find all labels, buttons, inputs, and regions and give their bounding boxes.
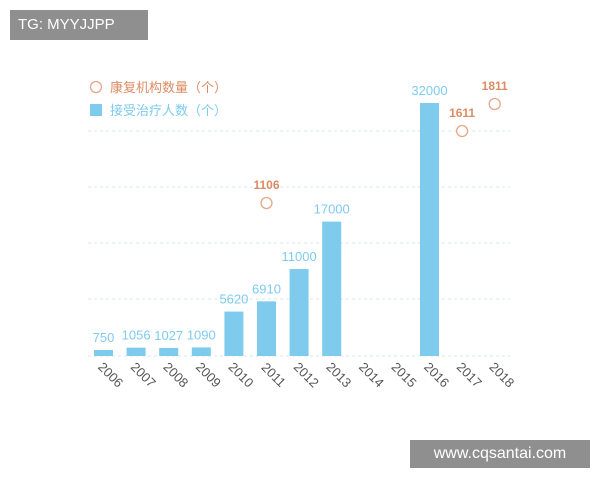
bar-series <box>94 103 439 356</box>
x-tick-2007: 2007 <box>128 359 159 390</box>
bar-labels: 750 1056 1027 1090 5620 6910 11000 17000 32000 <box>93 83 448 345</box>
x-tick-2012: 2012 <box>291 359 322 390</box>
bar-2007 <box>126 347 146 356</box>
x-tick-2010: 2010 <box>226 359 257 390</box>
x-tick-2013: 2013 <box>323 359 354 390</box>
x-axis-ticks: 2006 2007 2008 2009 2010 2011 2012 2013 2014 2015… <box>95 359 517 390</box>
watermark-bottom: www.cqsantai.com <box>410 440 590 468</box>
x-tick-2009: 2009 <box>193 359 224 390</box>
bar-label-2011: 6910 <box>252 281 281 296</box>
legend: 康复机构数量（个） 接受治疗人数（个） <box>89 80 227 119</box>
bar-2008 <box>159 347 179 356</box>
point-2018 <box>488 97 501 111</box>
bar-label-2006: 750 <box>93 330 115 345</box>
bar-2012 <box>289 269 309 356</box>
point-2017 <box>455 124 469 138</box>
bar-label-2007: 1056 <box>122 328 151 343</box>
bar-2016 <box>420 103 439 356</box>
x-tick-2011: 2011 <box>258 360 288 390</box>
point-label-2017: 1611 <box>449 106 475 120</box>
bar-label-2010: 5620 <box>219 292 248 307</box>
x-tick-2006: 2006 <box>95 359 126 390</box>
legend-bar-label: 接受治疗人数（个） <box>110 103 227 119</box>
x-tick-2017: 2017 <box>454 359 485 390</box>
point-label-2011: 1106 <box>253 178 279 192</box>
bar-label-2016: 32000 <box>411 83 447 98</box>
x-tick-2016: 2016 <box>421 359 452 390</box>
bar-2011 <box>257 301 276 356</box>
legend-point-label: 康复机构数量（个） <box>110 80 227 96</box>
bar-label-2012: 11000 <box>282 249 317 264</box>
point-2011 <box>260 196 273 210</box>
bar-2006 <box>94 350 113 356</box>
legend-point-marker <box>89 80 103 94</box>
bar-label-2009: 1090 <box>187 327 216 342</box>
x-tick-2018: 2018 <box>486 359 517 390</box>
point-label-2018: 1811 <box>482 79 508 93</box>
bar-label-2008: 1027 <box>154 328 183 343</box>
bar-label-2013: 17000 <box>314 202 350 217</box>
x-tick-2008: 2008 <box>160 359 191 390</box>
x-tick-2014: 2014 <box>356 359 387 390</box>
bar-2009 <box>191 347 211 356</box>
watermark-top: TG: MYYJJPP <box>10 10 148 40</box>
bar-2010 <box>224 311 244 356</box>
legend-bar-marker <box>90 104 102 116</box>
bar-2013 <box>322 221 342 356</box>
point-series: 1106 1611 1811 <box>253 79 508 210</box>
x-tick-2015: 2015 <box>389 359 420 390</box>
